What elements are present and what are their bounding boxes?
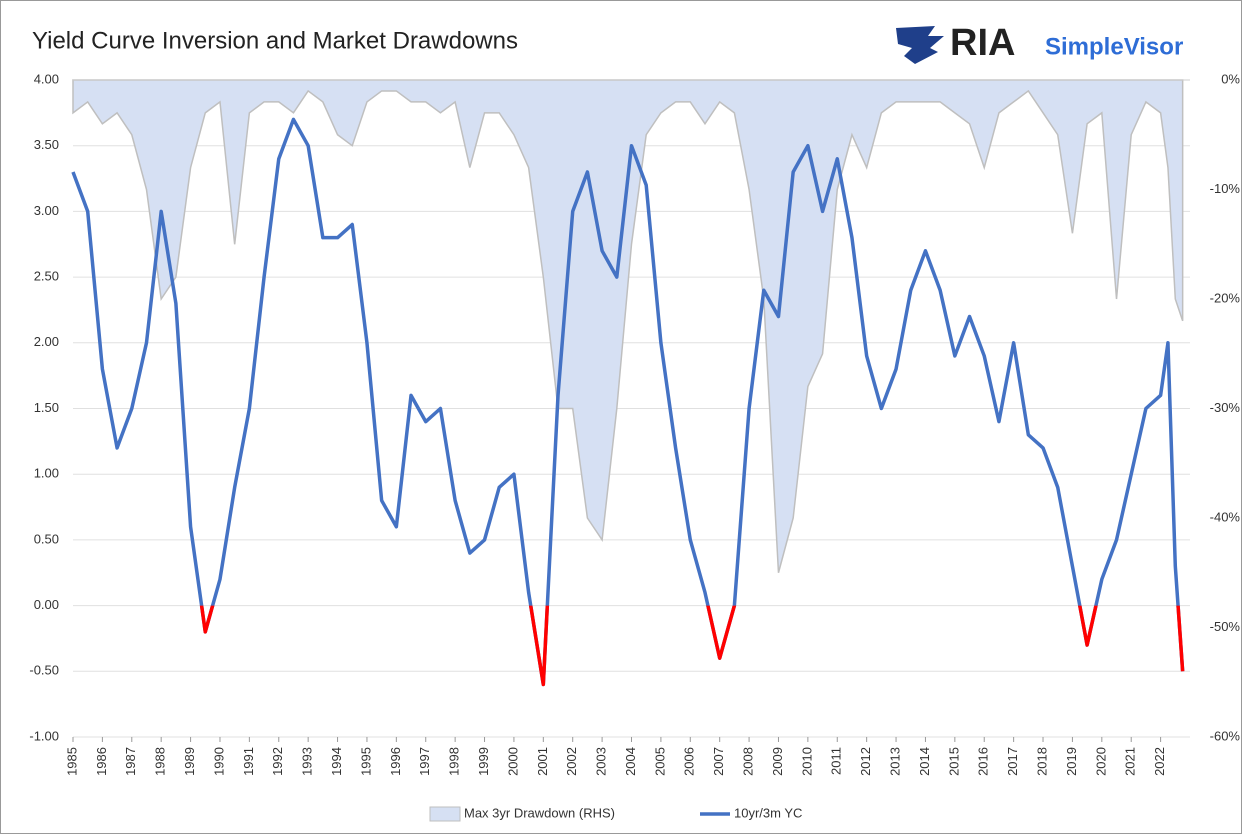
x-tick-label: 2014	[917, 747, 932, 776]
x-tick-label: 2002	[564, 747, 579, 776]
x-tick-label: 2022	[1152, 747, 1167, 776]
y-tick-label: 0.00	[34, 597, 59, 612]
x-tick-label: 1993	[300, 747, 315, 776]
x-tick-label: 1989	[182, 747, 197, 776]
legend-label: 10yr/3m YC	[734, 805, 802, 820]
logo: RIA SimpleVisor	[896, 22, 1183, 64]
x-tick-label: 1992	[270, 747, 285, 776]
y-tick-label: 2.00	[34, 334, 59, 349]
x-tick-label: 2010	[799, 747, 814, 776]
x-tick-label: 2016	[976, 747, 991, 776]
x-tick-label: 2005	[652, 747, 667, 776]
y-tick-label: 1.50	[34, 400, 59, 415]
x-tick-label: 2009	[770, 747, 785, 776]
x-tick-label: 2003	[594, 747, 609, 776]
x-tick-label: 1986	[94, 747, 109, 776]
y2-tick-label: 0%	[1221, 71, 1240, 86]
y2-tick-label: -20%	[1210, 290, 1241, 305]
x-tick-label: 2006	[682, 747, 697, 776]
x-tick-label: 2004	[623, 747, 638, 776]
x-tick-label: 2017	[1005, 747, 1020, 776]
y-tick-label: 3.00	[34, 203, 59, 218]
x-tick-label: 2000	[505, 747, 520, 776]
x-tick-label: 1987	[123, 747, 138, 776]
y-tick-label: 3.50	[34, 137, 59, 152]
y-tick-label: -1.00	[29, 728, 59, 743]
x-tick-label: 1988	[153, 747, 168, 776]
y2-tick-label: -60%	[1210, 728, 1241, 743]
y2-tick-label: -40%	[1210, 509, 1241, 524]
chart-title: Yield Curve Inversion and Market Drawdow…	[32, 27, 518, 54]
x-tick-label: 2001	[535, 747, 550, 776]
logo-product: SimpleVisor	[1045, 33, 1183, 60]
legend-swatch	[429, 806, 461, 822]
y2-tick-label: -50%	[1210, 619, 1241, 634]
y2-tick-label: -10%	[1210, 181, 1241, 196]
x-tick-label: 1991	[241, 747, 256, 776]
x-tick-label: 1997	[417, 747, 432, 776]
x-tick-label: 2015	[946, 747, 961, 776]
logo-brand: RIA	[950, 22, 1015, 64]
x-tick-label: 2019	[1064, 747, 1079, 776]
x-tick-label: 2018	[1034, 747, 1049, 776]
y2-tick-label: -30%	[1210, 400, 1241, 415]
x-tick-label: 1995	[358, 747, 373, 776]
x-tick-label: 2021	[1123, 747, 1138, 776]
x-tick-label: 2020	[1093, 747, 1108, 776]
x-tick-label: 2008	[741, 747, 756, 776]
y-tick-label: -0.50	[29, 663, 59, 678]
x-tick-label: 2012	[858, 747, 873, 776]
x-tick-label: 1999	[476, 747, 491, 776]
x-tick-label: 1998	[447, 747, 462, 776]
y-tick-label: 0.50	[34, 531, 59, 546]
x-tick-label: 1990	[211, 747, 226, 776]
yield-curve-line	[71, 117, 1185, 687]
x-tick-label: 2007	[711, 747, 726, 776]
y-tick-label: 2.50	[34, 269, 59, 284]
legend-label: Max 3yr Drawdown (RHS)	[464, 805, 615, 820]
logo-icon	[896, 26, 944, 64]
x-tick-label: 1985	[64, 747, 79, 776]
x-tick-label: 1994	[329, 747, 344, 776]
y-tick-label: 1.00	[34, 466, 59, 481]
x-tick-label: 2011	[829, 747, 844, 775]
x-tick-label: 1996	[388, 747, 403, 776]
x-tick-label: 2013	[887, 747, 902, 776]
y-tick-label: 4.00	[34, 71, 59, 86]
